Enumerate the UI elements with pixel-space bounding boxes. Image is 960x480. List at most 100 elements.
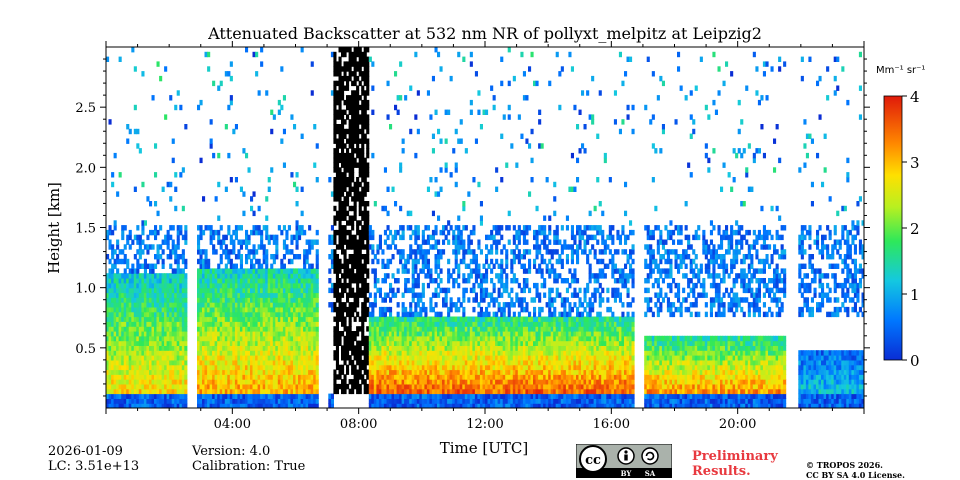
heatmap-cell: [257, 258, 261, 265]
heatmap-cell: [270, 326, 274, 332]
heatmap-cell: [209, 374, 213, 380]
heatmap-cell: [330, 287, 334, 294]
heatmap-cell: [138, 335, 142, 342]
heatmap-cell: [255, 273, 259, 279]
heatmap-cell: [270, 374, 274, 380]
heatmap-cell: [477, 331, 481, 337]
heatmap-cell: [207, 51, 211, 58]
heatmap-cell: [303, 388, 307, 395]
heatmap-cell: [293, 278, 297, 284]
heatmap-cell: [232, 359, 236, 366]
heatmap-cell: [176, 254, 180, 260]
heatmap-cell: [454, 388, 458, 395]
heatmap-cell: [313, 302, 317, 308]
heatmap-cell: [378, 388, 382, 395]
heatmap-cell: [315, 398, 319, 404]
heatmap-cell: [356, 196, 360, 202]
heatmap-cell: [396, 95, 400, 101]
heatmap-cell: [313, 287, 317, 294]
heatmap-cell: [161, 388, 165, 395]
heatmap-cell: [303, 278, 307, 284]
heatmap-cell: [126, 292, 130, 298]
heatmap-cell: [335, 181, 339, 188]
heatmap-cell: [295, 355, 299, 361]
heatmap-cell: [315, 369, 319, 375]
heatmap-cell: [416, 331, 420, 337]
heatmap-cell: [123, 403, 127, 408]
heatmap-cell: [429, 302, 433, 308]
heatmap-cell: [227, 321, 231, 327]
heatmap-cell: [209, 287, 213, 294]
heatmap-cell: [267, 268, 271, 274]
heatmap-cell: [351, 369, 355, 375]
heatmap-cell: [353, 292, 357, 298]
heatmap-cell: [442, 379, 446, 385]
heatmap-cell: [459, 138, 463, 144]
heatmap-cell: [270, 383, 274, 390]
heatmap-cell: [457, 350, 461, 356]
heatmap-cell: [113, 374, 117, 380]
heatmap-cell: [346, 196, 350, 202]
heatmap-cell: [121, 340, 125, 346]
heatmap-cell: [171, 350, 175, 356]
heatmap-cell: [154, 383, 158, 390]
heatmap-cell: [368, 355, 372, 361]
heatmap-cell: [199, 292, 203, 298]
heatmap-cell: [333, 119, 337, 125]
heatmap-cell: [108, 321, 112, 327]
heatmap-cell: [295, 234, 299, 241]
heatmap-cell: [282, 254, 286, 260]
heatmap-cell: [361, 186, 365, 192]
heatmap-cell: [202, 350, 206, 356]
heatmap-cell: [234, 379, 238, 385]
heatmap-cell: [250, 393, 254, 399]
heatmap-cell: [277, 331, 281, 337]
heatmap-cell: [252, 244, 256, 250]
heatmap-cell: [265, 302, 269, 308]
heatmap-cell: [482, 109, 486, 115]
heatmap-cell: [490, 335, 494, 342]
heatmap-cell: [401, 355, 405, 361]
heatmap-cell: [479, 249, 483, 255]
heatmap-cell: [133, 369, 137, 375]
heatmap-cell: [161, 306, 165, 313]
heatmap-cell: [335, 128, 339, 135]
heatmap-cell: [343, 374, 347, 380]
heatmap-cell: [166, 350, 170, 356]
heatmap-cell: [267, 403, 271, 408]
heatmap-cell: [232, 297, 236, 303]
heatmap-cell: [265, 263, 269, 269]
heatmap-cell: [416, 326, 420, 332]
heatmap-cell: [477, 326, 481, 332]
heatmap-cell: [141, 364, 145, 371]
heatmap-cell: [159, 393, 163, 399]
heatmap-cell: [257, 311, 261, 318]
heatmap-cell: [431, 133, 435, 139]
heatmap-cell: [485, 374, 489, 380]
heatmap-cell: [267, 287, 271, 294]
heatmap-cell: [166, 273, 170, 279]
heatmap-cell: [363, 379, 367, 385]
heatmap-cell: [414, 374, 418, 380]
heatmap-cell: [490, 345, 494, 351]
heatmap-cell: [303, 273, 307, 279]
heatmap-cell: [265, 225, 269, 231]
heatmap-cell: [313, 331, 317, 337]
heatmap-cell: [295, 282, 299, 289]
heatmap-cell: [447, 311, 451, 318]
heatmap-cell: [363, 80, 367, 87]
heatmap-cell: [159, 359, 163, 366]
heatmap-cell: [285, 297, 289, 303]
heatmap-cell: [217, 326, 221, 332]
heatmap-cell: [426, 273, 430, 279]
heatmap-cell: [227, 355, 231, 361]
heatmap-cell: [164, 335, 168, 342]
heatmap-cell: [341, 51, 345, 58]
heatmap-cell: [136, 278, 140, 284]
heatmap-cell: [267, 364, 271, 371]
heatmap-cell: [245, 393, 249, 399]
heatmap-cell: [406, 254, 410, 260]
heatmap-cell: [442, 225, 446, 231]
heatmap-cell: [116, 374, 120, 380]
heatmap-cell: [265, 287, 269, 294]
